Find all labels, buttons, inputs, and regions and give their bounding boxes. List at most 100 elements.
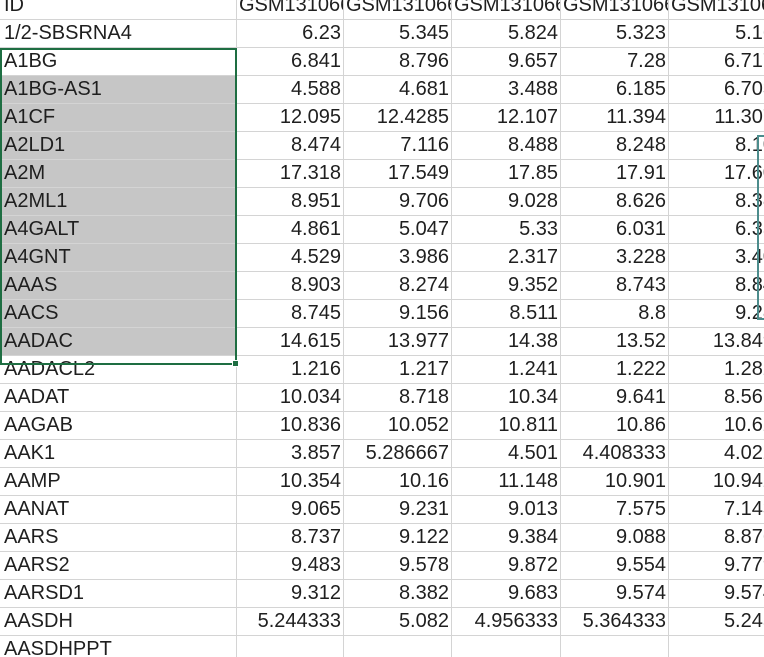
expression-value-cell[interactable] — [237, 636, 344, 657]
expression-value-cell[interactable]: 7.143 — [669, 496, 764, 524]
expression-value-cell[interactable] — [344, 636, 452, 657]
expression-value-cell[interactable]: 8.382 — [344, 580, 452, 608]
expression-value-cell[interactable]: 9.554 — [561, 552, 669, 580]
expression-value-cell[interactable]: 9.28 — [669, 300, 764, 328]
expression-value-cell[interactable]: 10.034 — [237, 384, 344, 412]
expression-value-cell[interactable]: 8.737 — [237, 524, 344, 552]
column-header-sample[interactable]: GSM1310668 — [452, 0, 561, 20]
expression-value-cell[interactable]: 9.574 — [561, 580, 669, 608]
expression-value-cell[interactable]: 1.222 — [561, 356, 669, 384]
expression-value-cell[interactable]: 4.408333 — [561, 440, 669, 468]
expression-value-cell[interactable]: 8.903 — [237, 272, 344, 300]
expression-value-cell[interactable]: 1.216 — [237, 356, 344, 384]
expression-value-cell[interactable]: 8.876 — [669, 524, 764, 552]
expression-value-cell[interactable]: 3.488 — [452, 76, 561, 104]
expression-value-cell[interactable] — [561, 636, 669, 657]
expression-value-cell[interactable]: 8.561 — [669, 384, 764, 412]
expression-value-cell[interactable]: 10.052 — [344, 412, 452, 440]
gene-id-cell[interactable]: A4GNT — [0, 244, 237, 272]
expression-value-cell[interactable]: 4.861 — [237, 216, 344, 244]
gene-id-cell[interactable]: AARS — [0, 524, 237, 552]
gene-id-cell[interactable]: AARS2 — [0, 552, 237, 580]
gene-id-cell[interactable]: AAMP — [0, 468, 237, 496]
expression-value-cell[interactable]: 1.282 — [669, 356, 764, 384]
expression-value-cell[interactable]: 9.352 — [452, 272, 561, 300]
expression-value-cell[interactable]: 9.122 — [344, 524, 452, 552]
expression-value-cell[interactable]: 3.228 — [561, 244, 669, 272]
column-header-sample[interactable]: GSM1310669 — [561, 0, 669, 20]
expression-value-cell[interactable]: 17.60 — [669, 160, 764, 188]
expression-value-cell[interactable]: 5.082 — [344, 608, 452, 636]
gene-id-cell[interactable]: AACS — [0, 300, 237, 328]
expression-value-cell[interactable]: 3.857 — [237, 440, 344, 468]
expression-value-cell[interactable]: 5.824 — [452, 20, 561, 48]
expression-value-cell[interactable]: 9.231 — [344, 496, 452, 524]
expression-value-cell[interactable]: 5.047 — [344, 216, 452, 244]
gene-id-cell[interactable]: A1BG — [0, 48, 237, 76]
expression-value-cell[interactable]: 9.384 — [452, 524, 561, 552]
column-header-sample[interactable]: GSM1310667 — [344, 0, 452, 20]
expression-value-cell[interactable]: 17.91 — [561, 160, 669, 188]
expression-value-cell[interactable]: 11.307 — [669, 104, 764, 132]
expression-value-cell[interactable]: 8.796 — [344, 48, 452, 76]
expression-value-cell[interactable]: 9.065 — [237, 496, 344, 524]
expression-value-cell[interactable]: 12.4285 — [344, 104, 452, 132]
expression-value-cell[interactable]: 7.28 — [561, 48, 669, 76]
expression-value-cell[interactable]: 9.706 — [344, 188, 452, 216]
expression-value-cell[interactable]: 9.657 — [452, 48, 561, 76]
gene-id-cell[interactable]: A4GALT — [0, 216, 237, 244]
expression-value-cell[interactable]: 11.394 — [561, 104, 669, 132]
gene-id-cell[interactable]: A1CF — [0, 104, 237, 132]
expression-value-cell[interactable]: 13.849 — [669, 328, 764, 356]
expression-value-cell[interactable]: 6.841 — [237, 48, 344, 76]
expression-value-cell[interactable]: 9.872 — [452, 552, 561, 580]
expression-value-cell[interactable]: 6.35 — [669, 216, 764, 244]
expression-value-cell[interactable]: 8.488 — [452, 132, 561, 160]
expression-value-cell[interactable]: 5.323 — [561, 20, 669, 48]
fill-handle[interactable] — [232, 360, 239, 367]
expression-value-cell[interactable]: 12.107 — [452, 104, 561, 132]
expression-value-cell[interactable]: 1.241 — [452, 356, 561, 384]
expression-value-cell[interactable]: 9.028 — [452, 188, 561, 216]
gene-id-cell[interactable]: AADAC — [0, 328, 237, 356]
expression-value-cell[interactable]: 4.022 — [669, 440, 764, 468]
gene-id-cell[interactable]: AAGAB — [0, 412, 237, 440]
expression-value-cell[interactable]: 9.578 — [344, 552, 452, 580]
expression-value-cell[interactable]: 8.745 — [237, 300, 344, 328]
column-header-sample[interactable]: GSM1310670 — [669, 0, 764, 20]
expression-value-cell[interactable]: 8.511 — [452, 300, 561, 328]
expression-value-cell[interactable]: 4.956333 — [452, 608, 561, 636]
expression-value-cell[interactable]: 6.23 — [237, 20, 344, 48]
expression-value-cell[interactable]: 10.62 — [669, 412, 764, 440]
expression-value-cell[interactable]: 3.40 — [669, 244, 764, 272]
expression-value-cell[interactable]: 9.156 — [344, 300, 452, 328]
expression-value-cell[interactable]: 14.615 — [237, 328, 344, 356]
gene-id-cell[interactable]: A1BG-AS1 — [0, 76, 237, 104]
expression-value-cell[interactable]: 8.10 — [669, 132, 764, 160]
expression-value-cell[interactable]: 8.474 — [237, 132, 344, 160]
expression-value-cell[interactable]: 4.529 — [237, 244, 344, 272]
expression-value-cell[interactable]: 9.641 — [561, 384, 669, 412]
expression-value-cell[interactable]: 13.52 — [561, 328, 669, 356]
expression-value-cell[interactable]: 8.626 — [561, 188, 669, 216]
expression-value-cell[interactable]: 4.681 — [344, 76, 452, 104]
expression-value-cell[interactable]: 5.16 — [669, 20, 764, 48]
expression-value-cell[interactable]: 8.84 — [669, 272, 764, 300]
expression-value-cell[interactable]: 14.38 — [452, 328, 561, 356]
gene-id-cell[interactable]: AADACL2 — [0, 356, 237, 384]
gene-id-cell[interactable]: AADAT — [0, 384, 237, 412]
expression-value-cell[interactable]: 8.743 — [561, 272, 669, 300]
expression-value-cell[interactable]: 9.779 — [669, 552, 764, 580]
expression-value-cell[interactable] — [452, 636, 561, 657]
expression-value-cell[interactable]: 5.286667 — [344, 440, 452, 468]
gene-id-cell[interactable]: AANAT — [0, 496, 237, 524]
expression-value-cell[interactable]: 8.718 — [344, 384, 452, 412]
expression-value-cell[interactable]: 12.095 — [237, 104, 344, 132]
expression-value-cell[interactable]: 8.38 — [669, 188, 764, 216]
gene-id-cell[interactable]: A2ML1 — [0, 188, 237, 216]
expression-value-cell[interactable]: 9.574 — [669, 580, 764, 608]
expression-value-cell[interactable]: 5.33 — [452, 216, 561, 244]
expression-value-cell[interactable]: 8.951 — [237, 188, 344, 216]
column-header-id[interactable]: ID — [0, 0, 237, 20]
